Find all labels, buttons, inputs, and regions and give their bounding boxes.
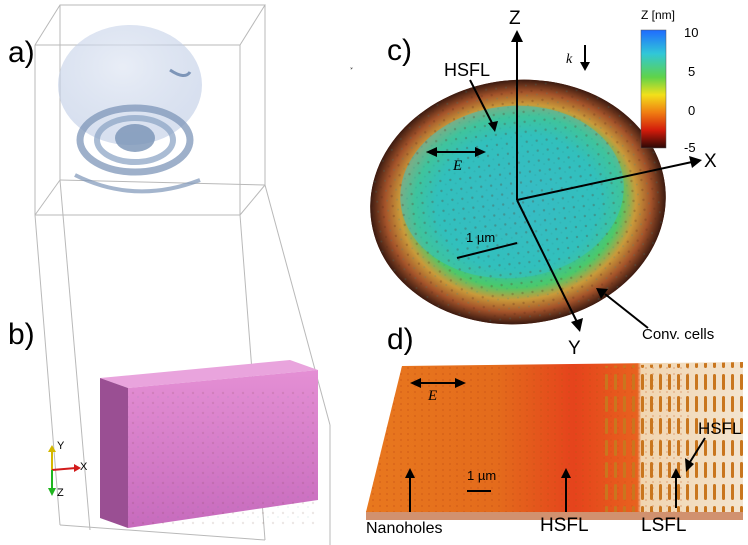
axis-x-label: X — [704, 151, 717, 172]
hsfl-label-c: HSFL — [444, 60, 491, 80]
panel-c-axes — [511, 30, 702, 332]
e-vector-label-c: E — [453, 158, 463, 174]
scale-bar-label-d: 1 µm — [467, 468, 497, 483]
lsfl-label-d: LSFL — [641, 515, 687, 536]
panel-b-slab — [100, 360, 318, 528]
triad-x-label: X — [80, 461, 88, 473]
colorbar-tick-5: 5 — [688, 64, 696, 79]
panel-label-a: a) — [8, 36, 35, 69]
colorbar — [640, 29, 667, 149]
conv-cells-label: Conv. cells — [642, 326, 715, 343]
panel-c-annotations — [426, 45, 649, 329]
colorbar-tick-10: 10 — [684, 25, 699, 40]
panel-d-surface — [366, 362, 743, 520]
nanoholes-label: Nanoholes — [366, 520, 443, 537]
axis-y-label: Y — [568, 338, 581, 359]
panel-label-d: d) — [387, 323, 414, 356]
triad-y-label: Y — [57, 440, 65, 452]
hsfl-label-d: HSFL — [540, 515, 589, 536]
panel-d-annotations — [405, 378, 706, 512]
colorbar-title: Z [nm] — [641, 8, 676, 22]
axis-triad — [48, 445, 81, 496]
colorbar-tick-minus5: -5 — [684, 140, 696, 155]
triad-z-label: Z — [57, 487, 64, 499]
colorbar-tick-0: 0 — [688, 103, 696, 118]
panel-a-sphere — [58, 25, 202, 194]
k-vector-label: k — [566, 52, 573, 67]
axis-z-label: Z — [509, 8, 521, 29]
panel-label-b: b) — [8, 318, 35, 351]
e-vector-label-d: E — [428, 388, 438, 404]
hsfl-label-d-right: HSFL — [698, 419, 742, 438]
scale-bar-label-c: 1 µm — [466, 230, 496, 245]
panel-label-c: c) — [387, 34, 412, 67]
